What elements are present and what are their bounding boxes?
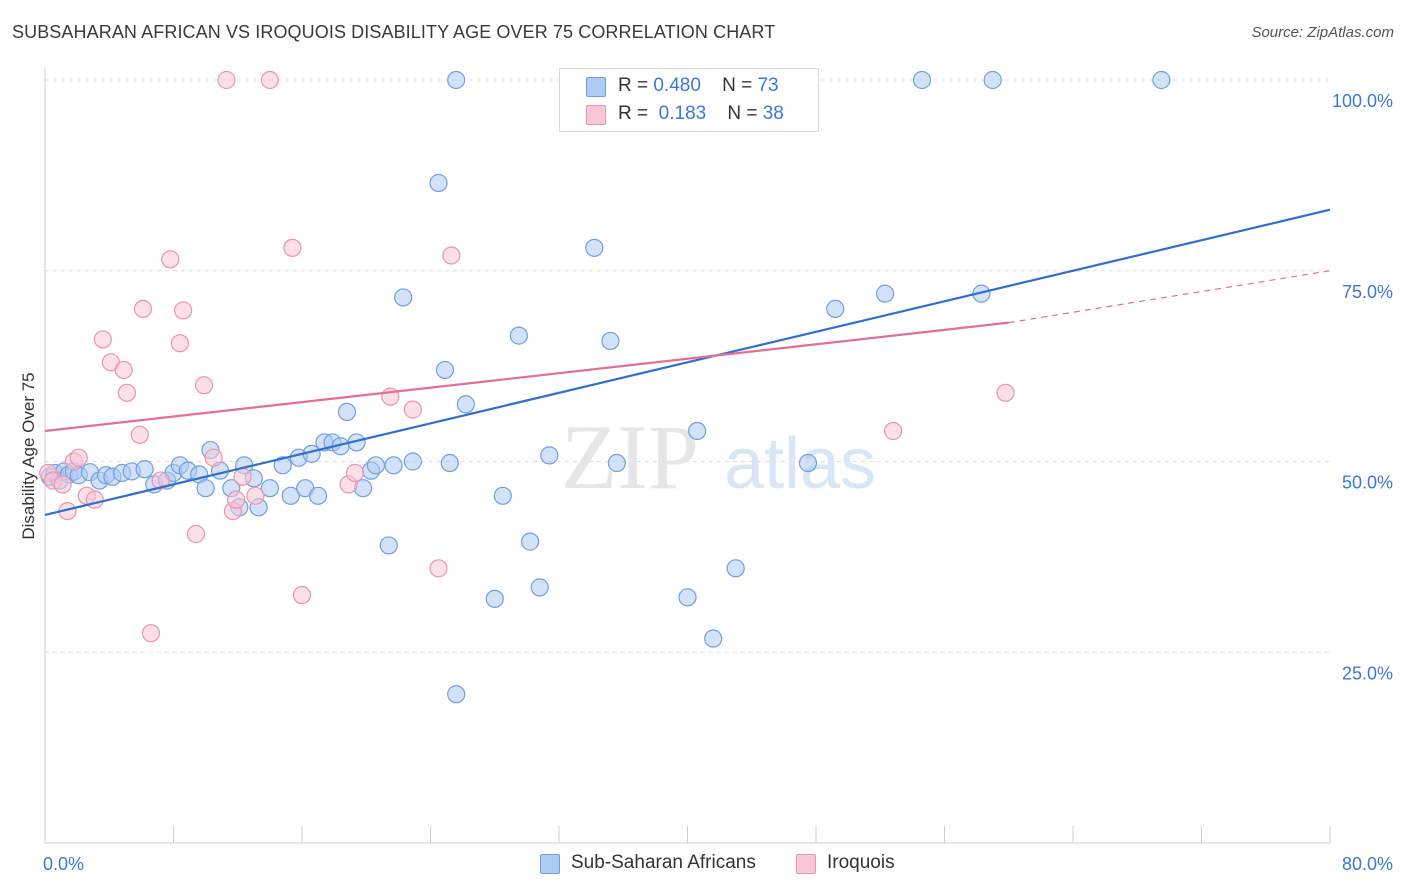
point-iroquois	[442, 246, 461, 265]
tick-labels: 25.0% 50.0% 75.0% 100.0% 0.0% 80.0%	[43, 91, 1393, 874]
point-subsaharan	[447, 70, 466, 90]
legend-label: Sub-Saharan Africans	[571, 852, 756, 873]
watermark-zip: ZIP	[561, 406, 699, 508]
point-subsaharan	[1152, 70, 1171, 90]
point-iroquois	[246, 486, 265, 505]
point-iroquois	[217, 70, 236, 90]
gridlines	[45, 79, 1330, 653]
point-iroquois	[260, 70, 279, 90]
r-label: R =	[618, 103, 649, 124]
point-subsaharan	[485, 589, 504, 608]
legend-swatch-blue	[586, 77, 606, 97]
point-iroquois	[151, 471, 170, 490]
legend-label: Iroquois	[827, 852, 895, 873]
legend-swatch-blue	[540, 854, 560, 874]
point-iroquois	[133, 299, 153, 318]
point-iroquois	[93, 330, 112, 349]
point-subsaharan	[826, 299, 845, 318]
point-subsaharan	[337, 402, 357, 422]
point-subsaharan	[447, 685, 466, 704]
point-iroquois	[174, 301, 193, 320]
source-label: Source: ZipAtlas.com	[1251, 24, 1394, 41]
n-label: N =	[727, 103, 758, 124]
point-subsaharan	[798, 453, 818, 473]
point-subsaharan	[308, 486, 328, 505]
point-subsaharan	[440, 453, 459, 473]
point-iroquois	[345, 463, 365, 483]
n-value: 38	[762, 103, 784, 124]
point-subsaharan	[912, 70, 932, 90]
point-subsaharan	[530, 578, 549, 597]
point-iroquois	[53, 475, 72, 494]
point-iroquois	[292, 585, 312, 605]
point-subsaharan	[704, 629, 723, 648]
point-subsaharan	[429, 173, 448, 193]
legend-swatch-pink	[586, 105, 606, 125]
trend-line-iroquois	[44, 321, 1009, 433]
correlation-legend: R = 0.480 N = 73 R = 0.183 N = 38	[559, 68, 819, 132]
point-subsaharan	[493, 486, 512, 505]
y-tick-label: 25.0%	[1342, 663, 1393, 683]
point-iroquois	[283, 238, 302, 257]
point-iroquois	[883, 421, 903, 441]
point-iroquois	[141, 624, 161, 643]
point-iroquois	[194, 376, 214, 395]
r-value: 0.480	[653, 75, 701, 96]
point-subsaharan	[384, 456, 403, 475]
point-subsaharan	[983, 70, 1002, 90]
trend-lines	[44, 208, 1331, 516]
y-tick-label: 100.0%	[1332, 91, 1393, 111]
point-subsaharan	[379, 536, 398, 555]
point-iroquois	[403, 400, 422, 419]
x-tick-label: 80.0%	[1342, 854, 1393, 874]
point-iroquois	[161, 250, 180, 269]
point-subsaharan	[403, 452, 422, 471]
point-iroquois	[204, 448, 223, 467]
point-iroquois	[233, 467, 252, 486]
point-subsaharan	[726, 559, 745, 578]
point-subsaharan	[585, 238, 604, 257]
y-tick-label: 75.0%	[1342, 282, 1393, 302]
point-subsaharan	[435, 360, 455, 380]
n-value: 73	[757, 75, 779, 96]
r-value: 0.183	[658, 103, 707, 124]
point-iroquois	[170, 334, 190, 353]
trend-line-iroquois-extension	[1008, 270, 1331, 324]
point-subsaharan	[281, 486, 300, 505]
point-subsaharan	[509, 326, 528, 345]
point-iroquois	[186, 524, 206, 544]
point-iroquois	[227, 490, 246, 509]
point-subsaharan	[678, 588, 697, 607]
y-tick-label: 50.0%	[1342, 473, 1393, 493]
point-subsaharan	[875, 284, 895, 303]
point-iroquois	[114, 360, 133, 380]
chart-title: SUBSAHARAN AFRICAN VS IROQUOIS DISABILIT…	[12, 22, 776, 42]
point-iroquois	[117, 383, 137, 402]
point-subsaharan	[196, 479, 215, 498]
point-subsaharan	[520, 532, 540, 551]
data-points	[39, 70, 1171, 704]
point-subsaharan	[601, 331, 620, 351]
point-iroquois	[429, 559, 448, 578]
point-subsaharan	[456, 395, 475, 414]
point-subsaharan	[273, 456, 292, 475]
point-subsaharan	[540, 446, 559, 465]
point-iroquois	[69, 448, 88, 467]
point-iroquois	[996, 383, 1015, 402]
y-axis-label: Disability Age Over 75	[19, 372, 38, 539]
point-subsaharan	[366, 456, 385, 475]
point-subsaharan	[688, 421, 707, 441]
point-subsaharan	[394, 288, 413, 307]
point-iroquois	[130, 425, 149, 444]
point-subsaharan	[135, 460, 154, 479]
point-subsaharan	[260, 479, 279, 498]
x-tick-label: 0.0%	[43, 854, 84, 874]
legend-swatch-pink	[796, 854, 816, 874]
axes	[44, 68, 1331, 844]
r-label: R =	[618, 75, 649, 96]
n-label: N =	[722, 75, 753, 96]
point-subsaharan	[607, 453, 626, 473]
trend-line-subsaharan	[44, 208, 1331, 516]
